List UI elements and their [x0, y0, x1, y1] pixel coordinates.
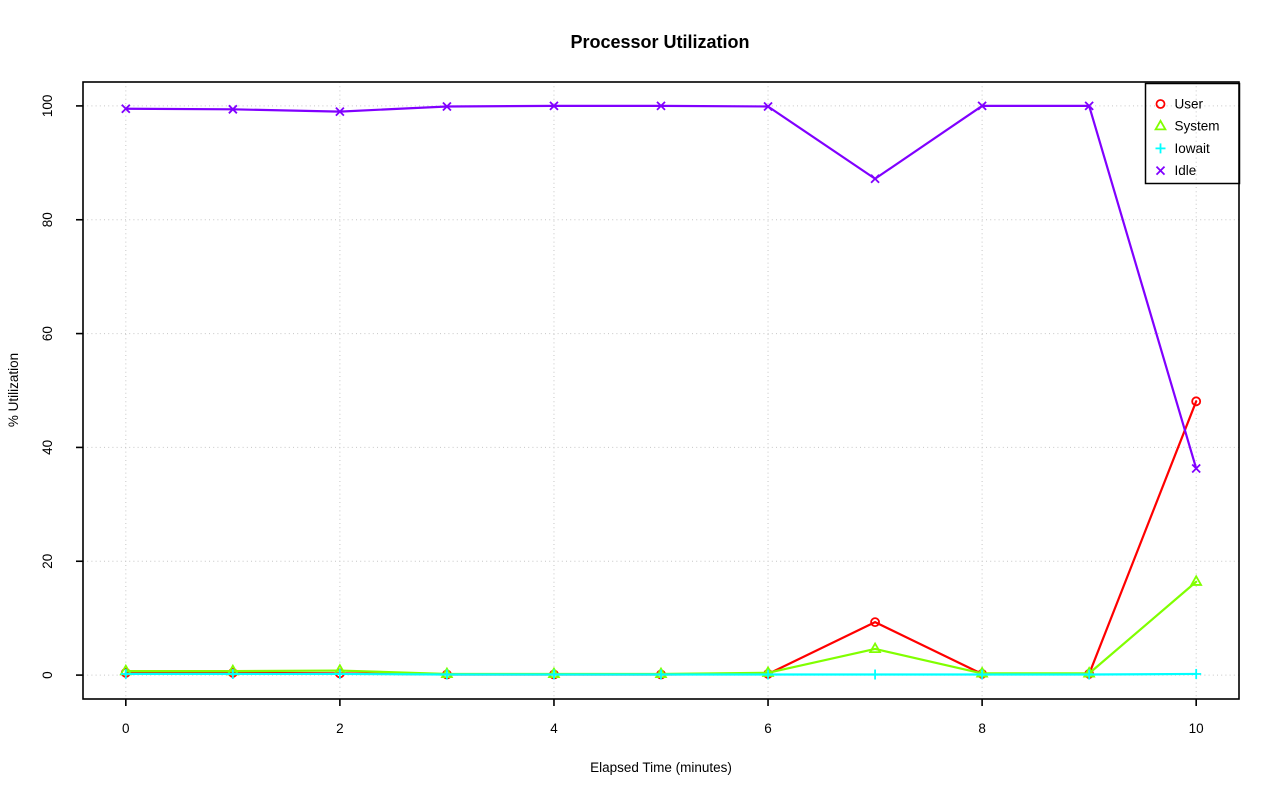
series-idle-point — [121, 104, 131, 114]
legend-box — [1144, 82, 1241, 185]
x-marker — [1084, 101, 1094, 111]
chart-title: Processor Utilization — [570, 32, 749, 52]
series-idle-point — [549, 101, 559, 111]
x-marker — [1155, 165, 1166, 176]
y-tick-label: 0 — [40, 671, 55, 679]
x-marker — [442, 101, 452, 112]
x-marker — [870, 174, 880, 184]
series-iowait-point — [441, 669, 452, 680]
x-tick-label: 2 — [336, 721, 344, 736]
x-marker — [121, 104, 131, 114]
plot-frame — [82, 81, 1240, 700]
triangle-marker — [1154, 118, 1167, 131]
y-tick-label: 60 — [40, 326, 55, 341]
series-iowait-point — [1191, 668, 1202, 679]
legend-label: System — [1175, 119, 1220, 134]
triangle-marker — [868, 641, 882, 654]
legend-label: Iowait — [1175, 141, 1211, 156]
series-iowait-point — [870, 669, 881, 680]
x-marker — [977, 101, 987, 111]
legend-x-icon — [1155, 165, 1166, 176]
x-marker — [763, 101, 773, 112]
x-tick-label: 0 — [122, 721, 130, 736]
legend-entry-idle: Idle — [1155, 163, 1197, 178]
legend-entry-system: System — [1154, 118, 1220, 134]
y-tick-label: 80 — [40, 212, 55, 227]
series-iowait-point — [763, 669, 774, 680]
series-iowait-point — [334, 668, 345, 679]
series-iowait-point — [977, 669, 988, 680]
series-idle-point — [870, 174, 880, 184]
series-idle-point — [335, 106, 345, 117]
series-iowait-point — [548, 669, 559, 680]
series-idle-point — [1191, 463, 1201, 474]
series-idle-point — [977, 101, 987, 111]
series-iowait-point — [656, 669, 666, 680]
y-tick-label: 40 — [40, 440, 55, 455]
legend-entry-iowait: Iowait — [1155, 141, 1211, 156]
triangle-marker — [1189, 574, 1203, 586]
series-iowait-point — [227, 668, 238, 679]
series-layer — [119, 101, 1203, 680]
y-tick-label: 20 — [40, 554, 55, 569]
series-idle-point — [228, 104, 238, 114]
legend-plus-icon — [1155, 143, 1166, 154]
x-tick-label: 6 — [764, 721, 772, 736]
series-idle-point — [1084, 101, 1094, 111]
series-iowait-point — [1084, 669, 1095, 680]
legend: User System Iowait Idle — [1144, 82, 1241, 185]
series-system-line — [124, 580, 1198, 676]
series-idle-point — [656, 101, 666, 111]
series-user-point — [1191, 396, 1202, 407]
x-marker — [656, 101, 666, 111]
x-axis-title: Elapsed Time (minutes) — [590, 760, 732, 775]
y-axis-title: % Utilization — [6, 353, 21, 427]
x-marker — [335, 106, 345, 117]
x-marker — [228, 104, 238, 114]
series-iowait-point — [120, 668, 131, 679]
x-marker — [1191, 463, 1201, 474]
legend-circle-icon — [1155, 99, 1166, 109]
series-system-point — [1189, 574, 1203, 586]
grid-layer — [83, 82, 1239, 699]
legend-label: Idle — [1175, 163, 1197, 178]
legend-entry-user: User — [1155, 97, 1204, 112]
legend-label: User — [1175, 97, 1204, 112]
series-idle-point — [442, 101, 452, 112]
plot-border — [82, 81, 1240, 700]
series-idle-point — [763, 101, 773, 112]
x-tick-label: 10 — [1189, 721, 1204, 736]
circle-marker — [870, 617, 880, 628]
circle-marker — [1155, 99, 1166, 109]
series-system-point — [868, 641, 882, 654]
x-tick-label: 4 — [550, 721, 558, 736]
circle-marker — [1191, 396, 1202, 407]
series-idle-line — [124, 104, 1198, 470]
x-marker — [549, 101, 559, 111]
series-user-line — [124, 400, 1198, 676]
x-tick-label: 8 — [978, 721, 986, 736]
series-user-point — [870, 617, 880, 628]
y-tick-label: 100 — [40, 95, 55, 118]
legend-triangle-icon — [1154, 118, 1167, 131]
